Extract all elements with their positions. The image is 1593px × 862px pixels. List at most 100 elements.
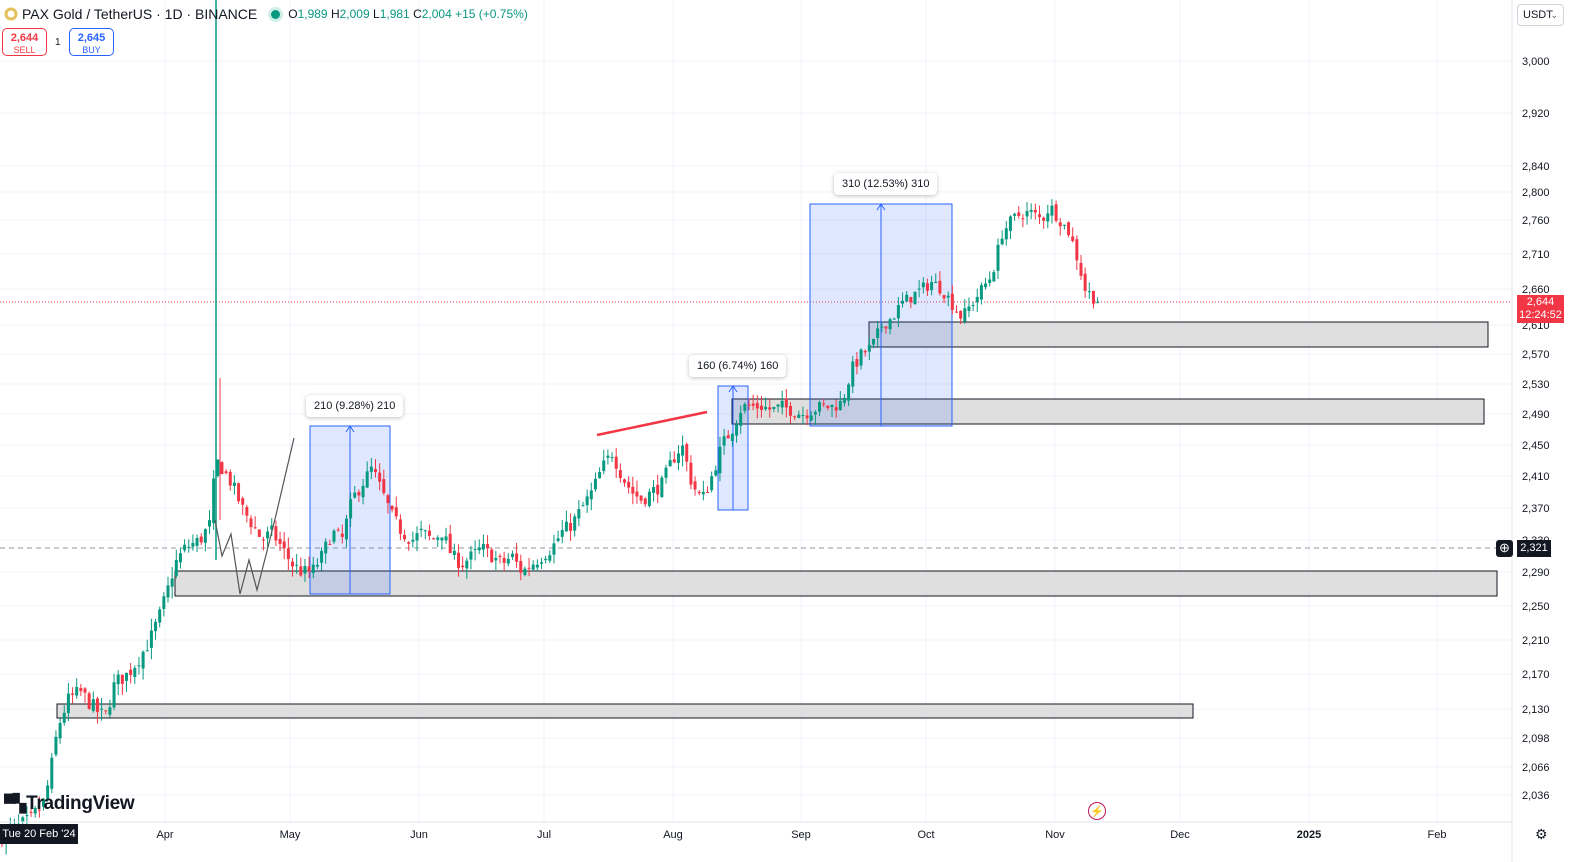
lightning-icon[interactable]: ⚡ bbox=[1088, 802, 1106, 820]
candle-body bbox=[33, 807, 37, 814]
support-zone bbox=[868, 321, 1489, 348]
ohlc-values: O1,989 H2,009 L1,981 C2,004 +15 (+0.75%) bbox=[288, 7, 528, 21]
candle-body bbox=[797, 414, 801, 419]
candle-body bbox=[158, 609, 162, 623]
candle-body bbox=[315, 564, 319, 567]
measure-label-1[interactable]: 210 (9.28%) 210 bbox=[306, 395, 404, 417]
candle-body bbox=[506, 558, 510, 564]
time-tick-label: Jul bbox=[537, 829, 551, 841]
candle-body bbox=[403, 534, 407, 540]
candle-body bbox=[75, 686, 79, 696]
time-tick-label: Sep bbox=[791, 829, 811, 841]
candle-body bbox=[436, 537, 440, 540]
candle-body bbox=[593, 478, 597, 490]
candle-body bbox=[967, 306, 971, 311]
candle-body bbox=[693, 481, 697, 490]
candle-body bbox=[618, 470, 622, 479]
candle-body bbox=[266, 531, 270, 539]
candle-body bbox=[984, 283, 988, 288]
measure-label-3[interactable]: 310 (12.53%) 310 bbox=[834, 173, 938, 195]
candle-body bbox=[697, 491, 701, 494]
candle-body bbox=[959, 311, 963, 319]
candle-body bbox=[79, 688, 83, 692]
candle-body bbox=[390, 505, 394, 510]
support-zone bbox=[174, 570, 1498, 597]
candle-body bbox=[867, 344, 871, 352]
time-tick-label: Aug bbox=[663, 829, 683, 841]
candle-body bbox=[212, 478, 216, 524]
market-status-icon[interactable] bbox=[271, 9, 281, 19]
candle-body bbox=[776, 404, 780, 407]
price-tick-label: 2,170 bbox=[1522, 669, 1550, 681]
candle-body bbox=[54, 736, 58, 755]
candle-body bbox=[751, 403, 755, 406]
candle-body bbox=[535, 564, 539, 568]
candle-body bbox=[1054, 204, 1058, 221]
candle-body bbox=[332, 530, 336, 542]
add-alert-icon[interactable]: ⊕ bbox=[1496, 540, 1513, 557]
candle-body bbox=[925, 283, 929, 291]
candle-body bbox=[822, 403, 826, 405]
tradingview-logo[interactable]: ▀▚ TradingView bbox=[4, 793, 135, 814]
candle-body bbox=[344, 518, 348, 540]
candle-body bbox=[564, 521, 568, 532]
candle-body bbox=[656, 484, 660, 495]
candle-body bbox=[585, 496, 589, 506]
candle-body bbox=[357, 491, 361, 496]
candle-body bbox=[855, 359, 859, 367]
price-tick-label: 2,530 bbox=[1522, 379, 1550, 391]
candle-body bbox=[203, 529, 207, 543]
candle-body bbox=[540, 562, 543, 564]
symbol-title[interactable]: PAX Gold / TetherUS · 1D · BINANCE bbox=[22, 6, 258, 22]
candle-body bbox=[552, 543, 556, 555]
paxg-coin-icon bbox=[4, 7, 18, 21]
candle-body bbox=[805, 415, 809, 419]
candle-body bbox=[1096, 302, 1100, 304]
measure-label-2[interactable]: 160 (6.74%) 160 bbox=[689, 355, 787, 377]
support-zone bbox=[56, 703, 1194, 719]
candle-body bbox=[963, 308, 967, 322]
gear-icon[interactable]: ⚙ bbox=[1535, 826, 1548, 842]
candle-body bbox=[826, 405, 830, 408]
candle-body bbox=[58, 722, 62, 739]
candle-body bbox=[427, 530, 431, 536]
candle-body bbox=[291, 561, 294, 567]
candle-body bbox=[386, 495, 390, 504]
candle-body bbox=[1083, 273, 1087, 291]
candle-body bbox=[457, 552, 460, 568]
currency-select[interactable]: USDT ⌄ bbox=[1517, 4, 1564, 26]
candle-body bbox=[602, 460, 606, 472]
price-tick-label: 3,000 bbox=[1522, 56, 1550, 68]
candle-body bbox=[282, 541, 286, 549]
candle-body bbox=[631, 486, 635, 494]
candle-body bbox=[183, 544, 187, 551]
candle-body bbox=[735, 424, 739, 436]
candle-body bbox=[676, 453, 680, 463]
candle-body bbox=[270, 525, 274, 530]
candle-body bbox=[544, 558, 548, 561]
candle-body bbox=[261, 539, 265, 541]
candle-body bbox=[747, 404, 751, 406]
time-tick-label: Dec bbox=[1170, 829, 1190, 841]
candle-body bbox=[701, 491, 705, 495]
candle-body bbox=[274, 526, 278, 541]
candle-body bbox=[71, 693, 75, 695]
price-tick-label: 2,570 bbox=[1522, 349, 1550, 361]
price-tick-label: 2,066 bbox=[1522, 762, 1550, 774]
candle-body bbox=[141, 651, 145, 669]
buy-button[interactable]: 2,645 BUY bbox=[69, 28, 114, 56]
candle-body bbox=[361, 485, 365, 498]
candle-body bbox=[62, 712, 66, 723]
candle-body bbox=[726, 435, 730, 439]
candle-body bbox=[847, 384, 851, 401]
candle-body bbox=[930, 282, 934, 291]
candle-body bbox=[801, 415, 805, 417]
sell-button[interactable]: 2,644 SELL bbox=[2, 28, 47, 56]
candle-body bbox=[311, 564, 315, 574]
candle-body bbox=[755, 402, 759, 409]
candle-body bbox=[888, 319, 892, 330]
order-quantity[interactable]: 1 bbox=[55, 37, 61, 48]
time-tick-label: Oct bbox=[917, 829, 934, 841]
candle-body bbox=[1008, 216, 1012, 231]
